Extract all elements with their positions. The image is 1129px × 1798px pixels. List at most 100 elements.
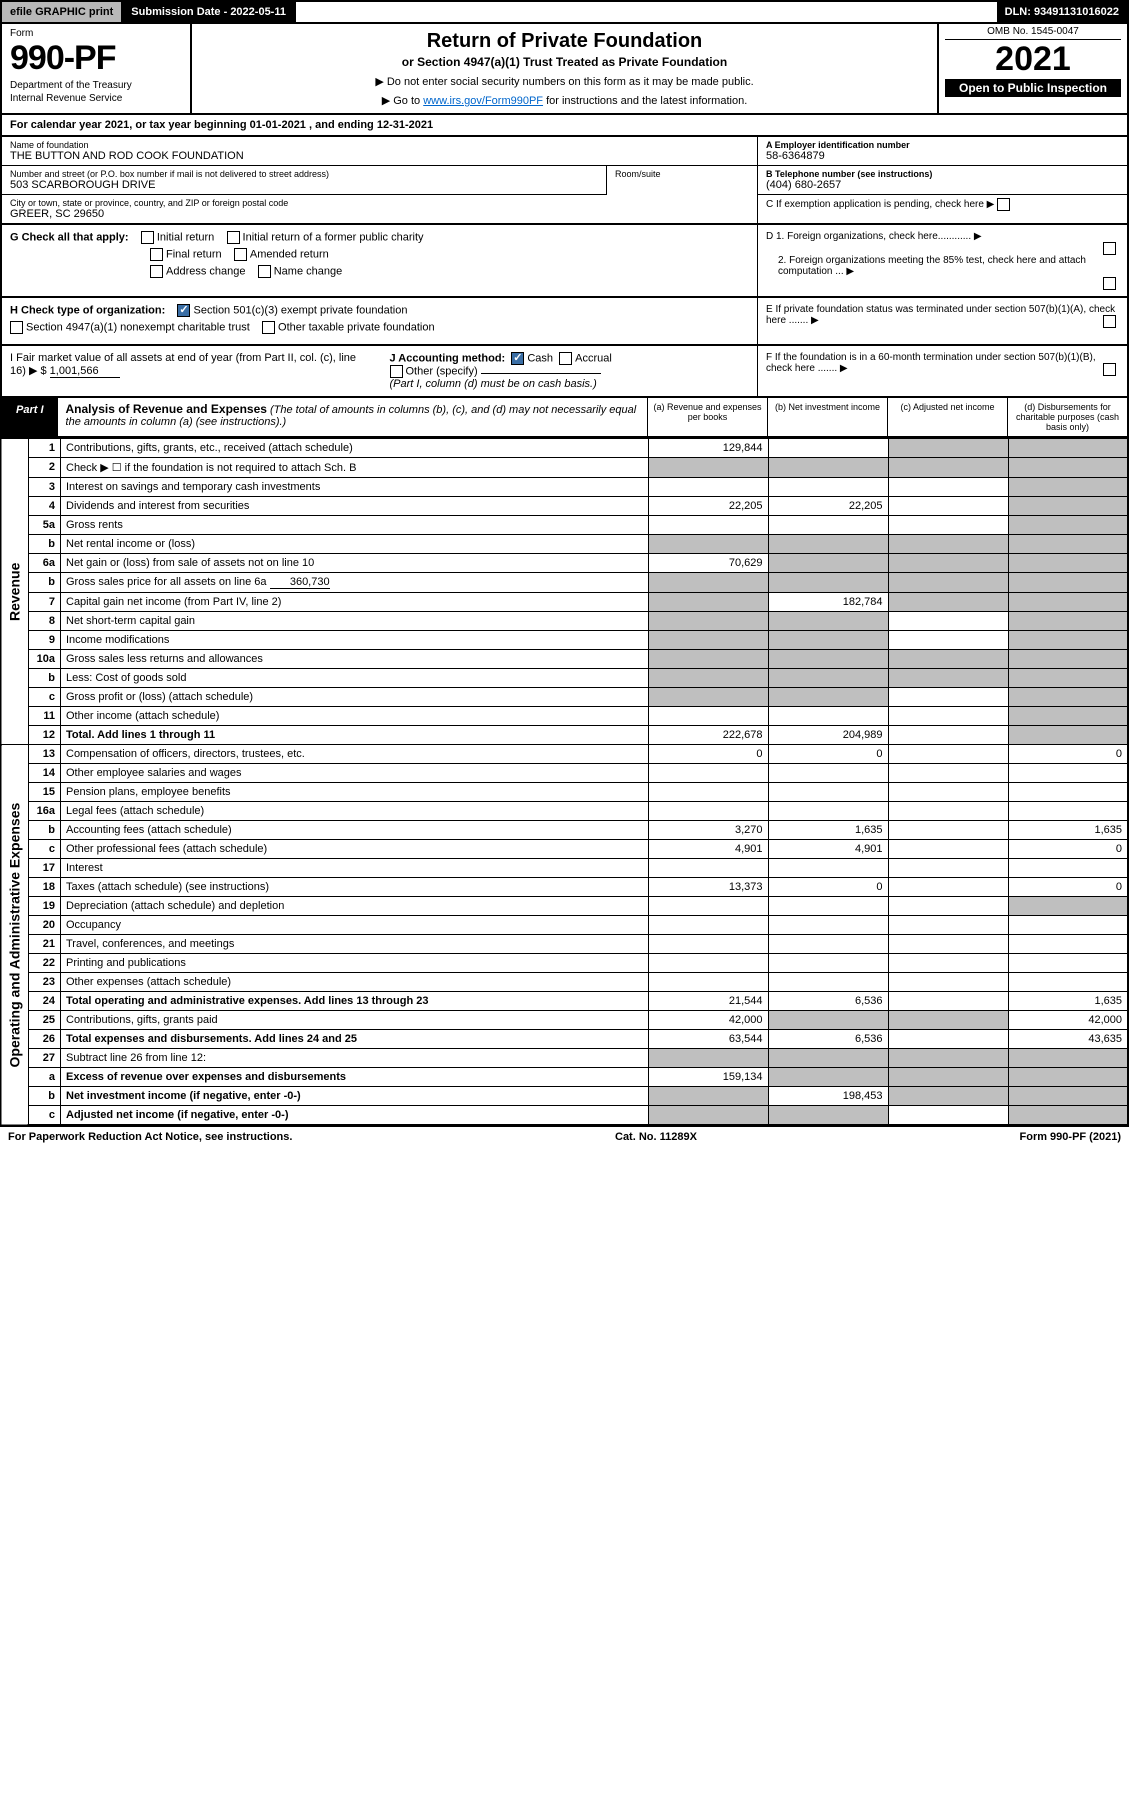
ck-other-method[interactable] (390, 365, 403, 378)
city-label: City or town, state or province, country… (10, 198, 749, 208)
table-row: 8Net short-term capital gain (1, 612, 1128, 631)
amount-cell (1008, 497, 1128, 516)
j-cash: Cash (527, 352, 553, 364)
ck-e[interactable] (1103, 315, 1116, 328)
line-desc: Gross sales price for all assets on line… (61, 573, 649, 593)
amount-cell (888, 916, 1008, 935)
amount-cell: 6,536 (768, 1030, 888, 1049)
amount-cell (648, 478, 768, 497)
line-number: 23 (29, 973, 61, 992)
form-word: Form (10, 28, 182, 39)
col-a-head: (a) Revenue and expenses per books (647, 398, 767, 436)
foundation-name-cell: Name of foundation THE BUTTON AND ROD CO… (2, 137, 757, 166)
line-number: 17 (29, 859, 61, 878)
info-grid: Name of foundation THE BUTTON AND ROD CO… (0, 137, 1129, 225)
ck-initial-former[interactable] (227, 231, 240, 244)
addr-value: 503 SCARBOROUGH DRIVE (10, 179, 598, 191)
amount-cell: 6,536 (768, 992, 888, 1011)
line-desc: Total. Add lines 1 through 11 (61, 726, 649, 745)
amount-cell (648, 688, 768, 707)
ck-amended-return[interactable] (234, 248, 247, 261)
amount-cell (648, 593, 768, 612)
amount-cell: 43,635 (1008, 1030, 1128, 1049)
table-row: 18Taxes (attach schedule) (see instructi… (1, 878, 1128, 897)
amount-cell (648, 954, 768, 973)
amount-cell (768, 439, 888, 458)
ck-f[interactable] (1103, 363, 1116, 376)
line-number: 21 (29, 935, 61, 954)
g-opt-5: Name change (274, 265, 343, 277)
amount-cell: 22,205 (768, 497, 888, 516)
amount-cell (1008, 573, 1128, 593)
line-desc: Other income (attach schedule) (61, 707, 649, 726)
amount-cell (1008, 726, 1128, 745)
table-row: 14Other employee salaries and wages (1, 764, 1128, 783)
addr-label: Number and street (or P.O. box number if… (10, 169, 598, 179)
ck-final-return[interactable] (150, 248, 163, 261)
amount-cell (648, 897, 768, 916)
amount-cell: 1,635 (1008, 821, 1128, 840)
table-row: cAdjusted net income (if negative, enter… (1, 1106, 1128, 1126)
tax-year: 2021 (945, 40, 1121, 79)
ck-other-taxable[interactable] (262, 321, 275, 334)
table-row: 10aGross sales less returns and allowanc… (1, 650, 1128, 669)
ck-4947[interactable] (10, 321, 23, 334)
h-label: H Check type of organization: (10, 304, 165, 316)
line-number: b (29, 535, 61, 554)
vertical-label: Operating and Administrative Expenses (1, 745, 29, 1126)
c-checkbox[interactable] (997, 198, 1010, 211)
table-row: bNet investment income (if negative, ent… (1, 1087, 1128, 1106)
table-row: 12Total. Add lines 1 through 11222,67820… (1, 726, 1128, 745)
j-other-line (481, 373, 601, 374)
amount-cell (1008, 516, 1128, 535)
line-number: 22 (29, 954, 61, 973)
ck-initial-return[interactable] (141, 231, 154, 244)
ck-accrual[interactable] (559, 352, 572, 365)
j-accrual: Accrual (575, 352, 612, 364)
tel-value: (404) 680-2657 (766, 179, 1119, 191)
amount-cell: 63,544 (648, 1030, 768, 1049)
amount-cell (888, 650, 1008, 669)
amount-cell (648, 916, 768, 935)
omb-number: OMB No. 1545-0047 (945, 26, 1121, 40)
city-cell: City or town, state or province, country… (2, 195, 757, 223)
amount-cell (648, 631, 768, 650)
line-desc: Net gain or (loss) from sale of assets n… (61, 554, 649, 573)
amount-cell: 0 (1008, 745, 1128, 764)
c-label: C If exemption application is pending, c… (766, 199, 994, 210)
ck-501c3[interactable]: ✓ (177, 304, 190, 317)
line-desc: Adjusted net income (if negative, enter … (61, 1106, 649, 1126)
d1-label: D 1. Foreign organizations, check here..… (766, 231, 1119, 242)
cal-begin: 01-01-2021 (250, 119, 306, 131)
amount-cell (888, 897, 1008, 916)
amount-cell (1008, 458, 1128, 478)
amount-cell (888, 859, 1008, 878)
amount-cell (768, 1068, 888, 1087)
ck-d2[interactable] (1103, 277, 1116, 290)
amount-cell (768, 554, 888, 573)
ck-cash[interactable]: ✓ (511, 352, 524, 365)
amount-cell (888, 1030, 1008, 1049)
open-inspection: Open to Public Inspection (945, 79, 1121, 97)
g-opt-2: Final return (166, 248, 222, 260)
ein-label: A Employer identification number (766, 140, 1119, 150)
amount-cell (888, 458, 1008, 478)
amount-cell (648, 764, 768, 783)
amount-cell (888, 764, 1008, 783)
ck-name-change[interactable] (258, 265, 271, 278)
amount-cell (648, 516, 768, 535)
amount-cell (648, 650, 768, 669)
ck-address-change[interactable] (150, 265, 163, 278)
irs-link[interactable]: www.irs.gov/Form990PF (423, 95, 543, 107)
line-number: b (29, 669, 61, 688)
amount-cell (1008, 1106, 1128, 1126)
line-number: 8 (29, 612, 61, 631)
note2-pre: ▶ Go to (382, 95, 423, 107)
col-b-head: (b) Net investment income (767, 398, 887, 436)
ck-d1[interactable] (1103, 242, 1116, 255)
info-left: Name of foundation THE BUTTON AND ROD CO… (2, 137, 757, 223)
amount-cell (888, 1106, 1008, 1126)
line-desc: Gross sales less returns and allowances (61, 650, 649, 669)
line-desc: Travel, conferences, and meetings (61, 935, 649, 954)
amount-cell (1008, 764, 1128, 783)
